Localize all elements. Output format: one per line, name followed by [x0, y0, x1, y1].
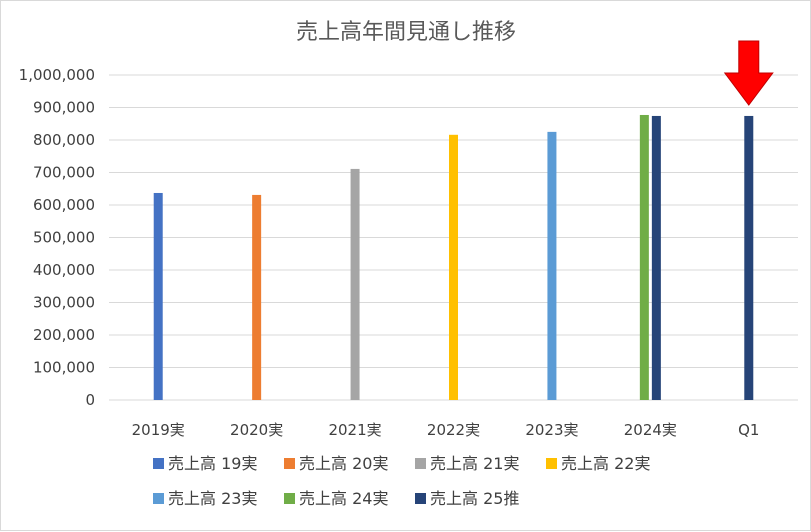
legend-swatch — [153, 493, 164, 504]
bar-売上高-25推-Q1 — [744, 115, 754, 400]
legend-swatch — [284, 458, 295, 469]
bars — [153, 114, 754, 401]
bar-売上高-20実-2020実 — [252, 194, 262, 400]
legend-swatch — [546, 458, 557, 469]
chart-title: 売上高年間見通し推移 — [296, 20, 516, 45]
x-tick-label: 2024実 — [624, 421, 677, 439]
y-tick-label: 1,000,000 — [19, 66, 95, 84]
y-axis-ticks: 0 100,000 200,000 300,000 400,000 500,000 600,… — [19, 66, 95, 409]
x-tick-label: 2019実 — [132, 421, 185, 439]
legend-label: 売上高 25推 — [430, 489, 519, 508]
bar-売上高-21実-2021実 — [350, 168, 360, 400]
down-arrow-icon — [723, 40, 774, 106]
y-tick-label: 0 — [85, 391, 95, 409]
bar-売上高-24実-2024実 — [639, 114, 649, 400]
legend-label: 売上高 24実 — [299, 489, 388, 508]
bar-売上高-22実-2022実 — [449, 134, 458, 401]
legend-label: 売上高 21実 — [430, 454, 519, 473]
x-axis-ticks: 2019実 2020実 2021実 2022実 2023実 2024実 Q1 — [132, 421, 760, 439]
y-tick-label: 800,000 — [33, 131, 95, 149]
legend-swatch — [415, 493, 426, 504]
legend-label: 売上高 20実 — [299, 454, 388, 473]
x-tick-label: Q1 — [738, 421, 759, 439]
bar-売上高-19実-2019実 — [153, 192, 163, 400]
y-tick-label: 500,000 — [33, 229, 95, 247]
y-tick-label: 700,000 — [33, 164, 95, 182]
legend-label: 売上高 23実 — [168, 489, 257, 508]
y-tick-label: 100,000 — [33, 359, 95, 377]
legend-label: 売上高 19実 — [168, 454, 257, 473]
y-tick-label: 300,000 — [33, 294, 95, 312]
y-tick-label: 200,000 — [33, 326, 95, 344]
y-tick-label: 600,000 — [33, 196, 95, 214]
x-tick-label: 2022実 — [427, 421, 480, 439]
x-tick-label: 2021実 — [328, 421, 381, 439]
annotations — [723, 40, 774, 106]
y-tick-label: 900,000 — [33, 99, 95, 117]
bar-売上高-23実-2023実 — [547, 131, 557, 400]
x-tick-label: 2023実 — [525, 421, 578, 439]
legend-swatch — [284, 493, 295, 504]
y-tick-label: 400,000 — [33, 261, 95, 279]
legend-label: 売上高 22実 — [561, 454, 650, 473]
legend-swatch — [415, 458, 426, 469]
legend-swatch — [153, 458, 164, 469]
x-tick-label: 2020実 — [230, 421, 283, 439]
bar-売上高-25推-2024実 — [651, 115, 661, 400]
